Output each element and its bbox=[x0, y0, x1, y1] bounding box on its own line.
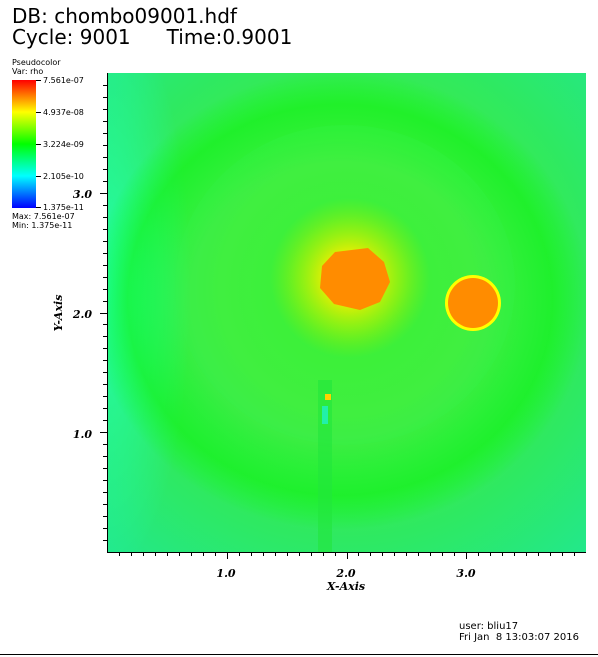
y-axis-ticks bbox=[100, 85, 107, 541]
y-tick-label-2: 2.0 bbox=[72, 308, 92, 321]
pseudocolor-field bbox=[107, 73, 586, 552]
central-clump bbox=[320, 248, 390, 310]
bottom-border bbox=[0, 654, 598, 655]
small-spot-upper bbox=[325, 394, 331, 400]
colorbar-ticks bbox=[36, 80, 41, 208]
footer-user: user: bliu17 bbox=[459, 621, 519, 632]
legend-min: Min: 1.375e-11 bbox=[12, 221, 73, 230]
cycle-time-line: Cycle: 9001 Time:0.9001 bbox=[12, 27, 292, 47]
colorbar bbox=[12, 80, 36, 208]
small-spot-lower bbox=[322, 406, 328, 424]
x-axis-title: X-Axis bbox=[326, 580, 365, 593]
y-tick-label-1: 1.0 bbox=[73, 428, 92, 441]
legend-tick-4: 2.105e-10 bbox=[43, 172, 84, 181]
time-label: Time:0.9001 bbox=[166, 25, 293, 49]
x-axis-ticks bbox=[119, 552, 575, 559]
legend-tick-min: 1.375e-11 bbox=[43, 203, 84, 212]
y-tick-label-3: 3.0 bbox=[73, 188, 92, 201]
legend-max: Max: 7.561e-07 bbox=[12, 212, 75, 221]
lower-streak bbox=[318, 380, 332, 552]
cycle-label: Cycle: 9001 bbox=[12, 25, 131, 49]
right-disc bbox=[448, 278, 498, 328]
y-axis-title: Y-Axis bbox=[52, 295, 65, 332]
legend-variable: Var: rho bbox=[12, 67, 44, 76]
legend-tick-3: 3.224e-09 bbox=[43, 140, 84, 149]
legend-tick-2: 4.937e-08 bbox=[43, 108, 84, 117]
legend-tick-max: 7.561e-07 bbox=[43, 76, 84, 85]
footer-date: Fri Jan 8 13:03:07 2016 bbox=[459, 632, 579, 643]
legend-plot-type: Pseudocolor bbox=[12, 58, 61, 67]
x-tick-label-2: 2.0 bbox=[335, 567, 355, 580]
x-tick-label-1: 1.0 bbox=[216, 567, 235, 580]
database-title: DB: chombo09001.hdf bbox=[12, 4, 237, 28]
x-tick-label-3: 3.0 bbox=[456, 567, 475, 580]
